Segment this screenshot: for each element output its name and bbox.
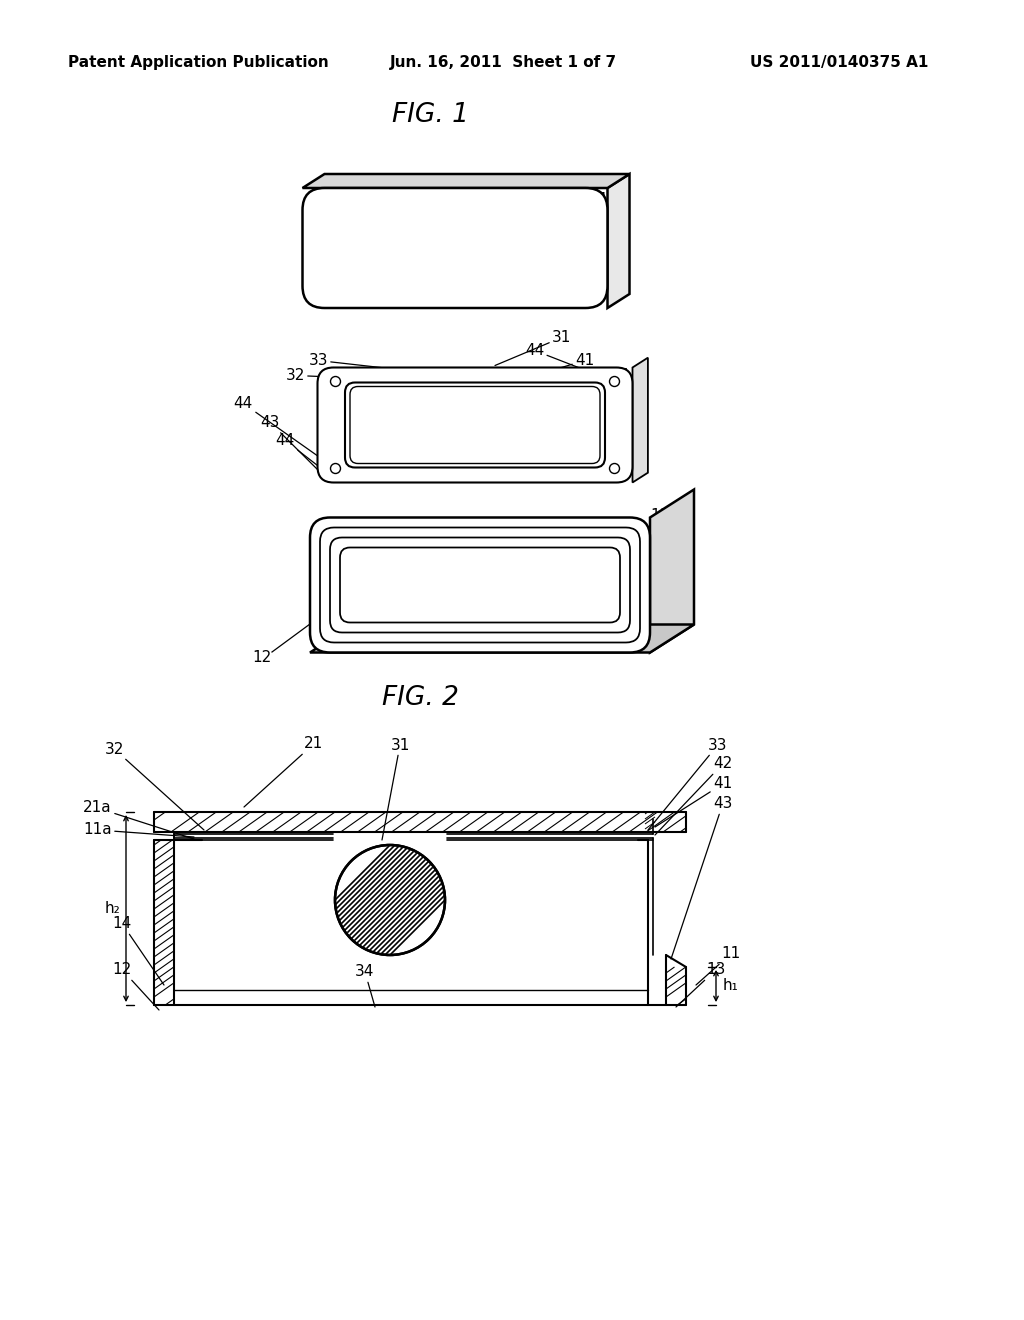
Circle shape bbox=[609, 463, 620, 474]
Text: 11a: 11a bbox=[83, 822, 194, 837]
FancyBboxPatch shape bbox=[319, 528, 640, 643]
Text: h₁: h₁ bbox=[722, 978, 738, 994]
Polygon shape bbox=[607, 174, 630, 308]
Text: 44: 44 bbox=[275, 433, 336, 479]
Text: 33: 33 bbox=[648, 738, 727, 830]
Text: 44: 44 bbox=[233, 396, 336, 469]
Text: 21: 21 bbox=[555, 193, 609, 209]
Circle shape bbox=[335, 845, 445, 954]
Text: 31: 31 bbox=[382, 738, 410, 840]
Text: 32: 32 bbox=[286, 368, 395, 383]
Circle shape bbox=[331, 463, 341, 474]
Polygon shape bbox=[302, 174, 630, 187]
Text: 41: 41 bbox=[655, 776, 732, 828]
Text: FIG. 2: FIG. 2 bbox=[382, 685, 459, 711]
Text: 44: 44 bbox=[525, 343, 614, 381]
Text: FIG. 1: FIG. 1 bbox=[391, 102, 468, 128]
FancyBboxPatch shape bbox=[310, 517, 650, 652]
Polygon shape bbox=[633, 358, 648, 483]
Text: 41: 41 bbox=[535, 352, 594, 375]
Text: 21a: 21a bbox=[83, 800, 194, 840]
Text: 32: 32 bbox=[104, 742, 204, 830]
Text: 14: 14 bbox=[113, 916, 164, 985]
Polygon shape bbox=[650, 490, 694, 652]
FancyBboxPatch shape bbox=[330, 537, 630, 632]
Text: 34: 34 bbox=[355, 965, 375, 1007]
FancyBboxPatch shape bbox=[345, 383, 605, 467]
Text: 31: 31 bbox=[495, 330, 571, 366]
FancyBboxPatch shape bbox=[317, 367, 633, 483]
Text: Patent Application Publication: Patent Application Publication bbox=[68, 54, 329, 70]
Circle shape bbox=[331, 376, 341, 387]
Text: 12: 12 bbox=[252, 651, 271, 665]
Polygon shape bbox=[310, 624, 694, 652]
Circle shape bbox=[609, 376, 620, 387]
Text: 21: 21 bbox=[244, 737, 324, 807]
FancyBboxPatch shape bbox=[340, 548, 620, 623]
Text: 12: 12 bbox=[113, 962, 159, 1010]
Text: 44: 44 bbox=[610, 368, 643, 414]
Text: 42: 42 bbox=[655, 756, 732, 836]
Text: 13: 13 bbox=[676, 962, 725, 1007]
Text: US 2011/0140375 A1: US 2011/0140375 A1 bbox=[750, 54, 929, 70]
Text: 11: 11 bbox=[696, 946, 740, 985]
FancyBboxPatch shape bbox=[302, 187, 607, 308]
Text: 43: 43 bbox=[671, 796, 732, 960]
Text: 11: 11 bbox=[650, 508, 689, 554]
Text: Jun. 16, 2011  Sheet 1 of 7: Jun. 16, 2011 Sheet 1 of 7 bbox=[390, 54, 617, 70]
Text: 43: 43 bbox=[261, 414, 326, 478]
Text: 33: 33 bbox=[308, 352, 425, 372]
Text: h₂: h₂ bbox=[104, 902, 120, 916]
